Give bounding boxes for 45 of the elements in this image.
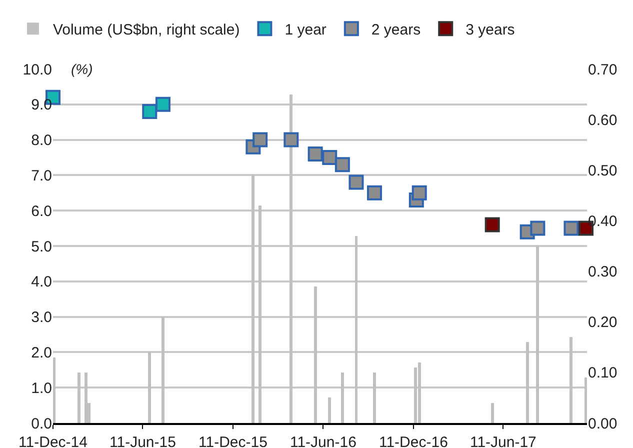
y-tick-label: 2.0	[31, 344, 52, 362]
y-tick-label: 10.0	[22, 61, 52, 78]
bar	[328, 398, 332, 423]
y2-tick-label: 0.60	[588, 112, 618, 129]
legend-label: 1 year	[284, 21, 326, 38]
point	[284, 132, 299, 148]
y2-tick-label: 0.70	[588, 61, 618, 78]
x-tick-label: 11-Dec-15	[198, 434, 268, 448]
y2-tick-label: 0.40	[588, 212, 618, 230]
point	[530, 220, 546, 236]
legend-label: 3 years	[466, 21, 515, 38]
point	[322, 150, 338, 165]
point	[252, 132, 268, 148]
point	[155, 96, 170, 112]
y2-tick-label: 0.20	[588, 314, 618, 332]
point	[348, 174, 364, 190]
y-tick-label: 5.0	[31, 238, 52, 256]
point	[308, 146, 323, 162]
x-tick-label: 11-Jun-16	[290, 434, 356, 448]
y2-tick-label: 0.10	[588, 364, 618, 382]
point	[564, 220, 579, 236]
y2-tick-label: 0.50	[588, 162, 618, 180]
legend-label: Volume (US$bn, right scale)	[52, 21, 240, 38]
y-tick-label: 6.0	[31, 202, 52, 220]
legend-label: 2 years	[371, 21, 421, 38]
point	[366, 185, 382, 200]
x-tick-label: 11-Dec-14	[18, 434, 88, 448]
y-tick-label: 8.0	[31, 132, 52, 150]
point	[334, 157, 350, 172]
bar	[490, 402, 494, 423]
y-tick-label: 1.0	[31, 380, 52, 397]
y-tick-label: 7.0	[31, 167, 52, 184]
y-tick-label: 4.0	[31, 274, 52, 291]
x-tick-label: 11-Jun-15	[110, 434, 176, 448]
x-tick-label: 11-Jun-17	[470, 434, 536, 448]
point	[412, 185, 427, 200]
y2-tick-label: 0.30	[588, 264, 618, 281]
y-tick-label: 0.0	[31, 415, 52, 432]
point	[484, 217, 500, 232]
y2-tick-label: 0.00	[588, 415, 618, 432]
point	[142, 104, 158, 119]
x-tick-label: 11-Dec-16	[378, 434, 448, 448]
y-tick-label: 3.0	[31, 309, 52, 326]
y-tick-label: 9.0	[31, 96, 52, 114]
annotation: (%)	[71, 61, 93, 77]
